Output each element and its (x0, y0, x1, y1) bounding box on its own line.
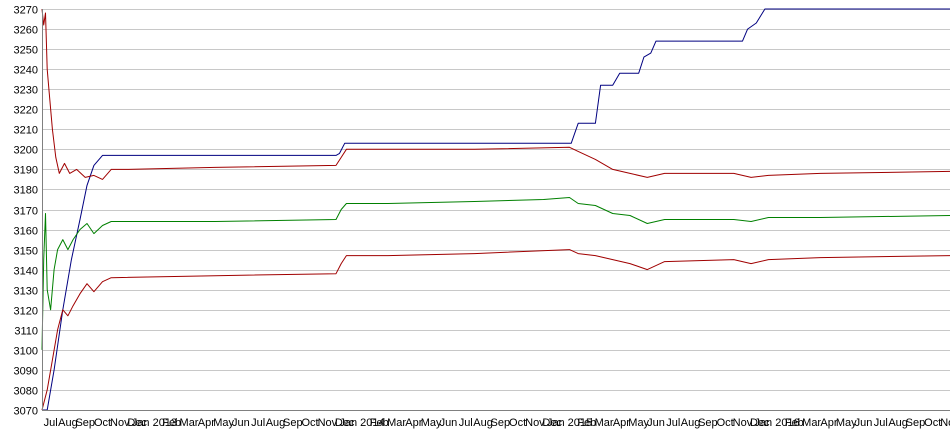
x-tick-label: Dec (750, 417, 770, 429)
y-tick-label: 3140 (14, 266, 38, 278)
y-tick-label: 3200 (14, 145, 38, 157)
axes (42, 9, 950, 411)
y-tick-label: 3230 (14, 85, 38, 97)
series-lines (41, 8, 950, 411)
x-tick-label: Apr (613, 417, 630, 429)
x-tick-label: Apr (198, 417, 215, 429)
grid-lines (42, 9, 950, 411)
y-tick-label: 3170 (14, 206, 38, 218)
y-tick-label: 3110 (14, 326, 38, 338)
y-tick-label: 3270 (14, 5, 38, 17)
y-tick-label: 3250 (14, 45, 38, 57)
x-tick-label: Apr (405, 417, 422, 429)
x-tick-label: Sep (906, 417, 926, 429)
y-tick-label: 3150 (14, 246, 38, 258)
y-tick-labels: 3070 3080 3090 3100 3110 3120 3130 3140 3150 3160… (14, 5, 38, 418)
x-tick-label: Nov (318, 417, 338, 429)
x-tick-label: Mar (180, 417, 199, 429)
x-tick-label: Sep (698, 417, 718, 429)
x-tick-label: May (628, 417, 649, 429)
x-tick-label: Nov (733, 417, 753, 429)
series-line-3 (41, 197, 950, 350)
x-tick-label: Jul (666, 417, 680, 429)
y-tick-label: 3120 (14, 306, 38, 318)
x-tick-label: May (421, 417, 442, 429)
y-tick-label: 3130 (14, 286, 38, 298)
x-tick-label: Sep (75, 417, 95, 429)
y-tick-label: 3190 (14, 165, 38, 177)
series-line-4 (41, 249, 950, 411)
x-tick-label: Aug (888, 417, 908, 429)
x-tick-label: Jul (874, 417, 888, 429)
x-tick-label: Mar (595, 417, 614, 429)
x-tick-label: Jul (44, 417, 58, 429)
y-tick-label: 3220 (14, 105, 38, 117)
x-tick-label: Nov (525, 417, 545, 429)
x-tick-label: Mar (802, 417, 821, 429)
x-tick-label: May (836, 417, 857, 429)
x-tick-label: Nov (940, 417, 950, 429)
y-tick-label: 3210 (14, 125, 38, 137)
x-tick-label: Oct (94, 417, 111, 429)
x-tick-label: Apr (820, 417, 837, 429)
x-tick-label: Feb (577, 417, 596, 429)
x-tick-label: Nov (110, 417, 130, 429)
x-tick-label: Dec (127, 417, 147, 429)
series-line-1 (42, 8, 950, 411)
x-tick-label: Aug (266, 417, 286, 429)
x-tick-label: Mar (387, 417, 406, 429)
x-tick-label: Dec (542, 417, 562, 429)
x-tick-label: Aug (473, 417, 493, 429)
x-tick-label: Oct (717, 417, 734, 429)
x-tick-label: Aug (681, 417, 701, 429)
x-tick-label: Feb (162, 417, 181, 429)
x-tick-label: Sep (491, 417, 511, 429)
series-line-2 (41, 8, 950, 180)
x-tick-label: Oct (924, 417, 941, 429)
x-tick-label: Jun (647, 417, 665, 429)
x-tick-label: May (213, 417, 234, 429)
x-tick-label: Jun (232, 417, 250, 429)
x-tick-label: Jun (855, 417, 873, 429)
x-tick-label: Jan 2016 (754, 417, 799, 429)
x-tick-label: Jul (459, 417, 473, 429)
x-tick-label: Jan 2013 (132, 417, 177, 429)
y-tick-label: 3080 (14, 386, 38, 398)
y-tick-label: 3240 (14, 65, 38, 77)
y-tick-label: 3090 (14, 366, 38, 378)
y-tick-label: 3100 (14, 346, 38, 358)
x-tick-label: Aug (58, 417, 78, 429)
x-tick-label: Oct (302, 417, 319, 429)
x-tick-label: Jan 2014 (339, 417, 384, 429)
x-tick-label: Feb (370, 417, 389, 429)
y-tick-label: 3180 (14, 185, 38, 197)
y-tick-label: 3260 (14, 25, 38, 37)
x-tick-label: Jun (440, 417, 458, 429)
x-tick-label: Sep (283, 417, 303, 429)
x-tick-label: Jan 2015 (547, 417, 592, 429)
x-tick-label: Jul (251, 417, 265, 429)
x-tick-label: Dec (335, 417, 355, 429)
x-tick-label: Oct (509, 417, 526, 429)
y-tick-label: 3160 (14, 226, 38, 238)
y-tick-label: 3070 (14, 406, 38, 418)
x-tick-label: Feb (785, 417, 804, 429)
